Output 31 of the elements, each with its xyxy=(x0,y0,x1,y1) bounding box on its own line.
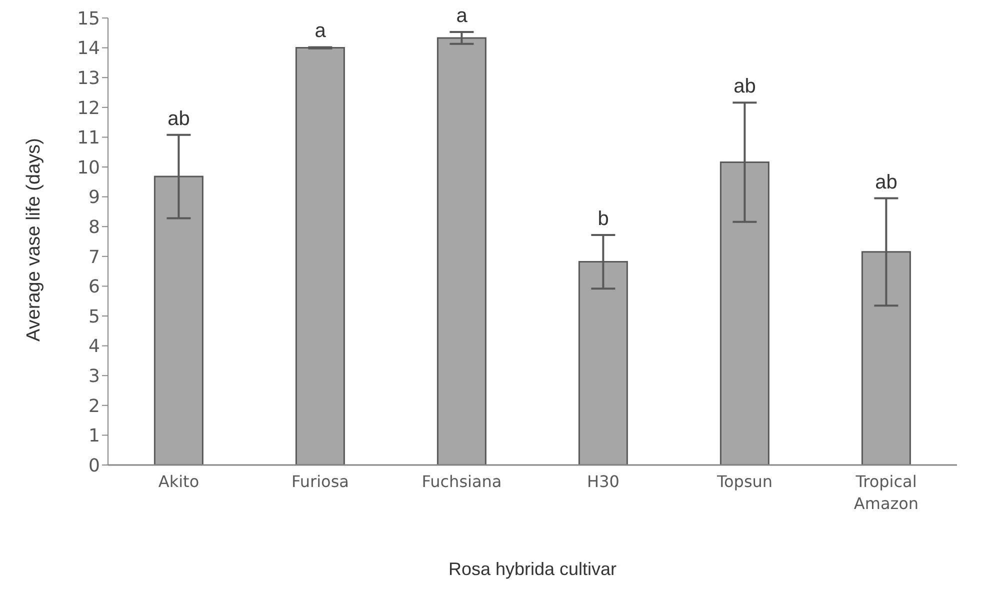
y-tick-label: 6 xyxy=(88,276,100,298)
x-tick-label: Akito xyxy=(158,472,200,491)
x-tick-label: Tropical Amazon xyxy=(854,472,919,513)
x-axis-title: Rosa hybrida cultivar xyxy=(448,559,617,579)
annotation: a xyxy=(456,5,468,28)
annotation: ab xyxy=(168,108,190,130)
y-tick-label: 15 xyxy=(77,8,100,30)
y-tick-label: 11 xyxy=(77,128,100,149)
y-tick-label: 13 xyxy=(77,68,100,89)
y-tick-label: 7 xyxy=(88,246,100,268)
y-tick-label: 0 xyxy=(88,455,100,476)
x-tick-label: Furiosa xyxy=(292,472,349,491)
y-tick-label: 8 xyxy=(88,216,100,238)
x-tick-label: H30 xyxy=(587,472,620,491)
annotation: b xyxy=(598,208,609,230)
y-axis-title: Average vase life (days) xyxy=(24,138,45,342)
y-tick-label: 5 xyxy=(88,306,100,328)
y-tick-label: 9 xyxy=(88,187,100,208)
y-tick-label: 14 xyxy=(77,38,100,60)
y-tick-label: 1 xyxy=(88,426,100,447)
y-tick-label: 10 xyxy=(77,157,100,178)
y-tick-label: 4 xyxy=(88,336,100,358)
bar xyxy=(295,47,345,465)
x-tick-label: Topsun xyxy=(716,472,773,491)
annotation: ab xyxy=(734,76,756,98)
x-tick-label: Fuchsiana xyxy=(422,472,502,491)
y-tick-label: 2 xyxy=(88,396,100,417)
annotation: ab xyxy=(875,171,898,194)
y-tick-label: 12 xyxy=(77,98,100,119)
y-tick-label: 3 xyxy=(88,366,100,387)
annotation: a xyxy=(314,20,327,42)
